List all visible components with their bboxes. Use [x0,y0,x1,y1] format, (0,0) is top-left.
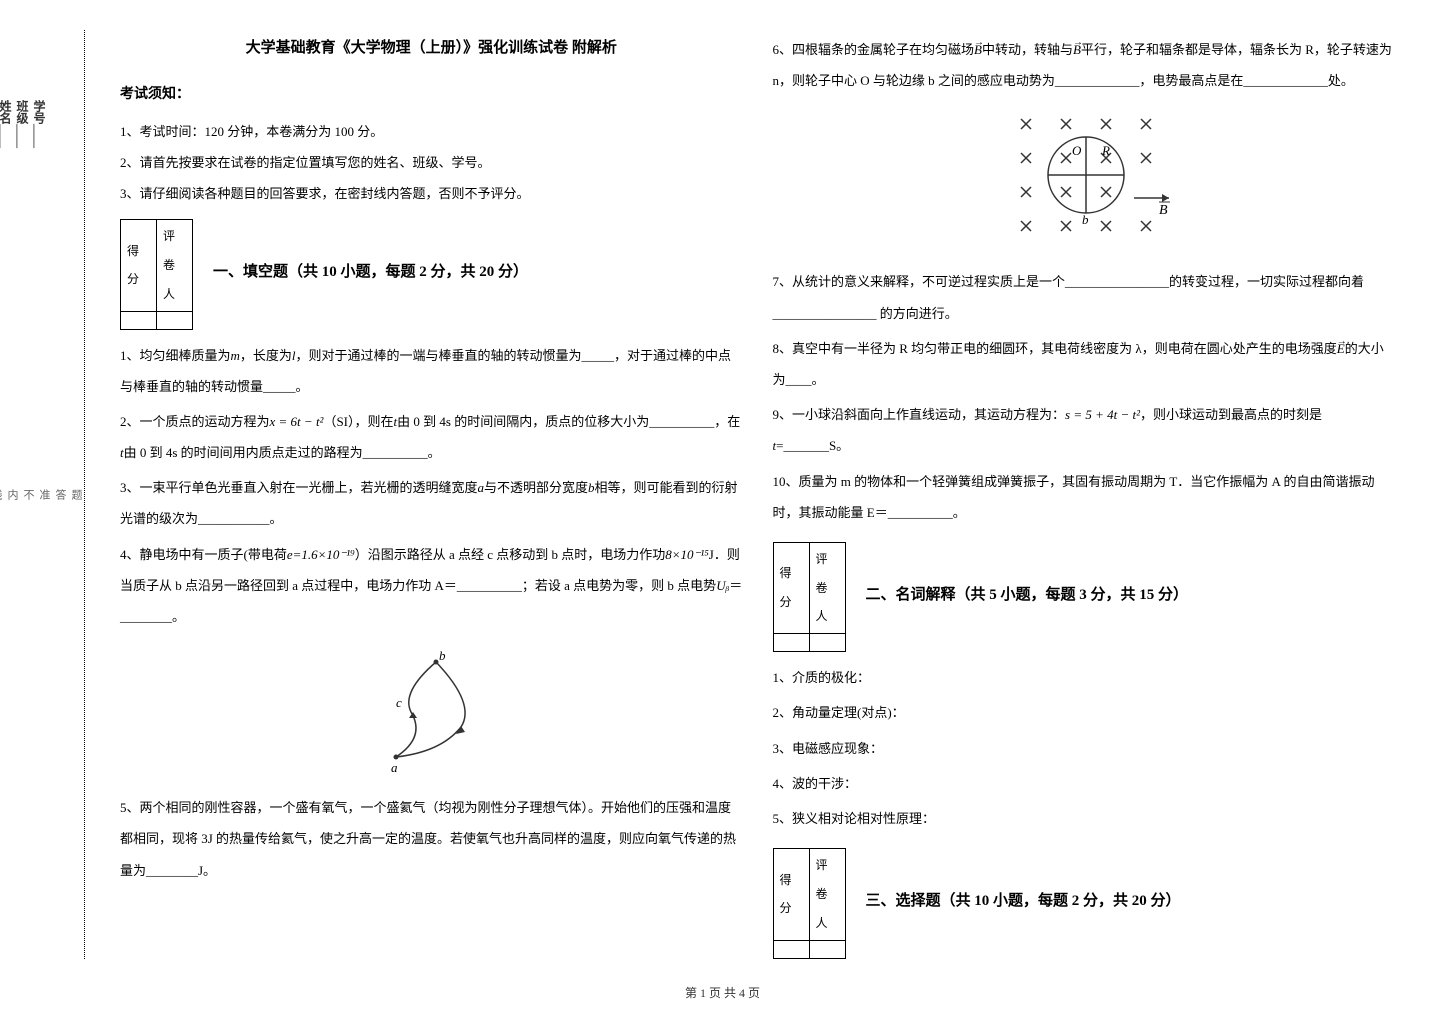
q-eq: x = 6t − t² [270,414,324,429]
grader-cell [157,311,193,329]
vertical-form-labels: 学号____ 班级____ 姓名____ [28,50,48,750]
section-heading-1: 一、填空题（共 10 小题，每题 2 分，共 20 分） [213,254,528,290]
score-label: 得分 [773,542,809,633]
term-2: 2、角动量定理(对点)： [773,697,1396,728]
question-2: 2、一个质点的运动方程为x = 6t − t²（SI），则在t由 0 到 4s … [120,406,743,468]
q-text: 由 0 到 4s 的时间间用内质点走过的路程为__________。 [124,445,441,460]
q-text: =_______S。 [776,438,849,453]
notice-item: 1、考试时间：120 分钟，本卷满分为 100 分。 [120,116,743,147]
q-text: ，长度为 [240,348,292,363]
q-text: 4、静电场中有一质子(带电荷 [120,547,287,562]
label-O: O [1072,143,1082,158]
label-R: R [1101,143,1110,158]
page-footer: 第 1 页 共 4 页 [0,984,1445,1001]
q-text: 3、一束平行单色光垂直入射在一光栅上，若光栅的透明缝宽度 [120,480,478,495]
label-B: B [1159,203,1168,218]
grader-cell [809,940,845,958]
grader-label: 评卷人 [809,542,845,633]
binding-char: 线 [0,489,4,500]
q-var: B [1073,42,1081,57]
score-cell [773,940,809,958]
grader-cell [809,634,845,652]
section-heading-3: 三、选择题（共 10 小题，每题 2 分，共 20 分） [866,883,1181,919]
q-text: 8、真空中有一半径为 R 均匀带正电的细圆环，其电荷线密度为 λ，则电荷在圆心处… [773,341,1337,356]
score-label: 得分 [121,220,157,311]
q-text: 6、四根辐条的金属轮子在均匀磁场 [773,42,975,57]
left-column: 大学基础教育《大学物理（上册）》强化训练试卷 附解析 考试须知： 1、考试时间：… [120,30,743,965]
binding-char: 题 [68,489,84,500]
label-c: c [396,695,402,710]
q-text: 2、一个质点的运动方程为 [120,414,270,429]
student-id-label: 学号____ [31,100,48,700]
q-var: m [231,348,240,363]
q-text: 与不透明部分宽度 [484,480,588,495]
q-var: E [1337,341,1345,356]
term-1: 1、介质的极化： [773,662,1396,693]
score-box: 得分 评卷人 [120,219,193,329]
question-9: 9、一小球沿斜面向上作直线运动，其运动方程为：s = 5 + 4t − t²，则… [773,399,1396,461]
binding-char: 内 [4,489,20,500]
binding-char: 答 [52,489,68,500]
question-8: 8、真空中有一半径为 R 均匀带正电的细圆环，其电荷线密度为 λ，则电荷在圆心处… [773,333,1396,395]
q-eq: 8×10⁻¹⁵ [665,547,709,562]
q-text: ）沿图示路径从 a 点经 c 点移动到 b 点时，电场力作功 [355,547,666,562]
q-text: 中转动，转轴与 [982,42,1073,57]
score-box: 得分 评卷人 [773,542,846,652]
path-diagram: a b c [361,642,501,782]
q-text: （SI），则在 [323,414,393,429]
score-label: 得分 [773,849,809,940]
question-7: 7、从统计的意义来解释，不可逆过程实质上是一个________________的… [773,266,1396,328]
question-6: 6、四根辐条的金属轮子在均匀磁场B中转动，转轴与B平行，轮子和辐条都是导体，辐条… [773,34,1396,96]
q-eq: e=1.6×10⁻¹⁹ [287,547,355,562]
q-var: B [974,42,982,57]
term-4: 4、波的干涉： [773,768,1396,799]
exam-title: 大学基础教育《大学物理（上册）》强化训练试卷 附解析 [120,30,743,66]
label-a: a [391,760,398,775]
grader-label: 评卷人 [157,220,193,311]
question-4: 4、静电场中有一质子(带电荷e=1.6×10⁻¹⁹）沿图示路径从 a 点经 c … [120,539,743,633]
class-label: 班级____ [14,100,31,700]
label-b: b [439,648,446,663]
right-column: 6、四根辐条的金属轮子在均匀磁场B中转动，转轴与B平行，轮子和辐条都是导体，辐条… [773,30,1396,965]
binding-char: 准 [36,489,52,500]
grader-label: 评卷人 [809,849,845,940]
question-1: 1、均匀细棒质量为m，长度为l，则对于通过棒的一端与棒垂直的轴的转动惯量为___… [120,340,743,402]
question-10: 10、质量为 m 的物体和一个轻弹簧组成弹簧振子，其固有振动周期为 T．当它作振… [773,466,1396,528]
term-5: 5、狭义相对论相对性原理： [773,803,1396,834]
score-box: 得分 评卷人 [773,848,846,958]
notice-heading: 考试须知： [120,78,743,112]
q-var: Uᵦ [716,578,729,593]
notice-item: 3、请仔细阅读各种题目的回答要求，在密封线内答题，否则不予评分。 [120,178,743,209]
wheel-diagram: O R b B [974,106,1194,256]
binding-char: 不 [20,489,36,500]
q-text: 9、一小球沿斜面向上作直线运动，其运动方程为： [773,407,1066,422]
name-label: 姓名____ [0,100,14,700]
term-3: 3、电磁感应现象： [773,733,1396,764]
section-heading-2: 二、名词解释（共 5 小题，每题 3 分，共 15 分） [866,577,1189,613]
score-cell [121,311,157,329]
binding-margin: 题 答 准 不 内 线 封 密 [55,30,85,959]
question-3: 3、一束平行单色光垂直入射在一光栅上，若光栅的透明缝宽度a与不透明部分宽度b相等… [120,472,743,534]
label-b: b [1082,212,1089,227]
q-text: ，则小球运动到最高点的时刻是 [1140,407,1322,422]
q-text: 1、均匀细棒质量为 [120,348,231,363]
notice-item: 2、请首先按要求在试卷的指定位置填写您的姓名、班级、学号。 [120,147,743,178]
q-text: 由 0 到 4s 的时间间隔内，质点的位移大小为__________，在 [397,414,740,429]
question-5: 5、两个相同的刚性容器，一个盛有氧气，一个盛氦气（均视为刚性分子理想气体）。开始… [120,792,743,886]
score-cell [773,634,809,652]
q-eq: s = 5 + 4t − t² [1065,407,1140,422]
